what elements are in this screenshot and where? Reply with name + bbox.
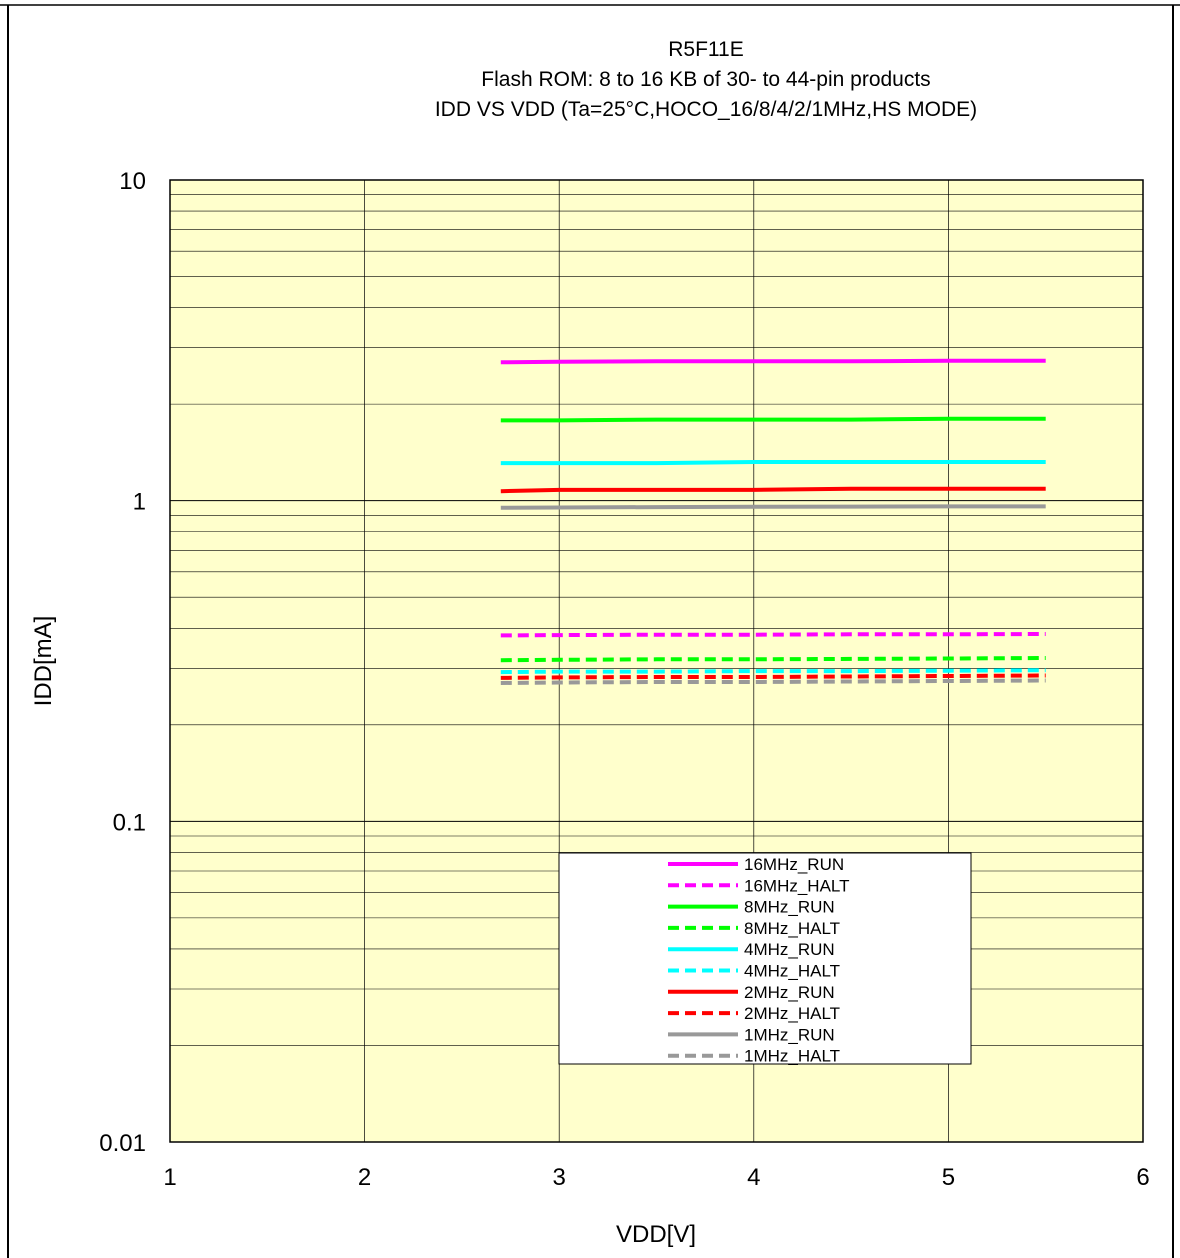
x-tick-label: 1 [163, 1164, 176, 1191]
legend-label-1MHz_HALT: 1MHz_HALT [744, 1047, 840, 1066]
x-tick-label: 3 [553, 1164, 566, 1191]
legend-label-2MHz_HALT: 2MHz_HALT [744, 1004, 840, 1023]
legend: 16MHz_RUN 16MHz_HALT 8MHz_RUN 8MHz_HALT 4MHz… [558, 852, 972, 1066]
x-tick-label: 6 [1136, 1164, 1149, 1191]
y-tick-labels: 10 1 0.1 0.01 [99, 168, 146, 1157]
y-tick-label: 0.01 [99, 1130, 146, 1157]
legend-box [558, 852, 972, 1065]
series-line-2MHz_RUN [500, 486, 1046, 494]
series-line-8MHz_RUN [500, 416, 1046, 423]
legend-label-16MHz_RUN: 16MHz_RUN [744, 855, 844, 874]
series-line-16MHz_HALT [500, 632, 1046, 638]
legend-label-4MHz_HALT: 4MHz_HALT [744, 962, 840, 981]
legend-entries: 16MHz_RUN 16MHz_HALT 8MHz_RUN 8MHz_HALT 4MHz… [668, 855, 850, 1066]
legend-label-2MHz_RUN: 2MHz_RUN [744, 983, 835, 1002]
legend-label-1MHz_RUN: 1MHz_RUN [744, 1025, 835, 1044]
series-line-8MHz_HALT [500, 656, 1046, 663]
x-tick-label: 5 [942, 1164, 955, 1191]
x-axis-label: VDD[V] [616, 1221, 696, 1248]
series-line-4MHz_RUN [500, 460, 1046, 466]
plot-border [169, 179, 1144, 1143]
legend-label-16MHz_HALT: 16MHz_HALT [744, 876, 850, 895]
y-tick-label: 1 [133, 489, 146, 516]
x-tick-label: 4 [747, 1164, 760, 1191]
legend-label-8MHz_RUN: 8MHz_RUN [744, 898, 835, 917]
chart-title-line-3: IDD VS VDD (Ta=25°C,HOCO_16/8/4/2/1MHz,H… [435, 98, 977, 121]
y-tick-label: 10 [119, 168, 146, 195]
series-line-1MHz_HALT [500, 678, 1046, 685]
y-axis-label: IDD[mA] [30, 616, 57, 707]
x-tick-label: 2 [358, 1164, 371, 1191]
y-tick-label: 0.1 [113, 809, 146, 836]
chart-title-line-1: R5F11E [668, 38, 743, 61]
chart-title-line-2: Flash ROM: 8 to 16 KB of 30- to 44-pin p… [481, 68, 930, 91]
series-line-16MHz_RUN [500, 358, 1046, 365]
series-line-2MHz_HALT [500, 673, 1046, 680]
legend-label-4MHz_RUN: 4MHz_RUN [744, 940, 835, 959]
legend-label-8MHz_HALT: 8MHz_HALT [744, 919, 840, 938]
series-lines [500, 358, 1046, 685]
series-line-4MHz_HALT [500, 668, 1046, 675]
x-tick-labels: 1 2 3 4 5 6 [163, 1164, 1149, 1191]
series-line-1MHz_RUN [500, 504, 1046, 510]
